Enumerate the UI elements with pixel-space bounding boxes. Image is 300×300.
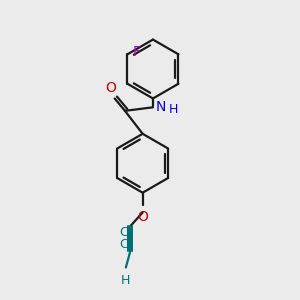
Text: O: O	[137, 210, 148, 224]
Text: O: O	[106, 81, 117, 95]
Text: C: C	[119, 226, 128, 239]
Text: N: N	[155, 100, 166, 114]
Text: C: C	[119, 238, 128, 251]
Text: H: H	[169, 103, 178, 116]
Text: H: H	[121, 274, 130, 287]
Text: F: F	[133, 45, 141, 59]
